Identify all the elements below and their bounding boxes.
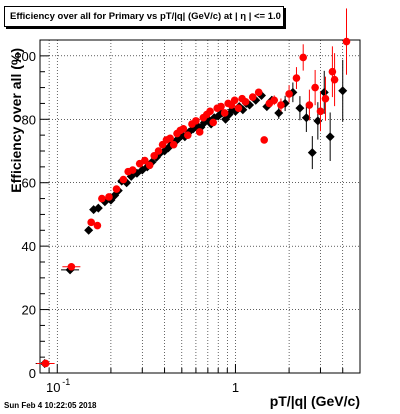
data-point-red-1 (217, 102, 225, 111)
data-point-red-1 (128, 166, 137, 174)
data-point-red-1 (154, 147, 163, 155)
y-tick-label: 60 (22, 176, 36, 191)
data-point-black-0 (319, 87, 329, 97)
data-point-red-1 (248, 93, 257, 101)
data-point-red-1 (93, 221, 102, 230)
data-point-red-1 (98, 194, 106, 203)
data-point-red-1 (330, 75, 339, 84)
data-point-black-0 (338, 86, 348, 96)
y-tick-label: 0 (29, 366, 36, 381)
data-point-red-1 (141, 156, 149, 165)
data-point-red-1 (183, 131, 192, 139)
data-point-red-1 (192, 117, 200, 125)
data-point-black-0 (84, 225, 94, 235)
data-point-red-1 (311, 83, 319, 92)
data-point-red-1 (119, 175, 128, 184)
data-point-red-1 (292, 74, 301, 82)
data-point-red-1 (270, 96, 279, 105)
data-point-black-0 (307, 148, 317, 158)
x-tick-label-exponent: -1 (62, 377, 70, 387)
data-point-red-1 (234, 104, 243, 112)
data-point-black-0 (295, 103, 305, 113)
y-axis-label: Efficiency over all (%) (8, 48, 24, 193)
y-tick-label: 20 (22, 303, 36, 318)
data-point-red-1 (241, 98, 250, 106)
data-point-red-1 (260, 136, 269, 144)
data-point-red-1 (299, 53, 308, 62)
data-point-red-1 (195, 128, 204, 136)
x-axis-label: pT/|q| (GeV/c) (270, 393, 360, 409)
data-point-black-0 (301, 113, 311, 123)
data-point-red-1 (169, 140, 178, 149)
data-point-red-1 (305, 101, 314, 109)
data-point-red-1 (321, 94, 330, 103)
data-point-red-1 (285, 90, 293, 98)
data-point-red-1 (145, 161, 154, 170)
data-point-black-0 (325, 132, 335, 142)
data-point-red-1 (179, 125, 188, 133)
data-point-red-1 (166, 134, 174, 143)
data-point-red-1 (87, 218, 95, 227)
data-point-red-1 (254, 88, 263, 97)
data-point-red-1 (277, 101, 285, 109)
data-point-black-0 (313, 116, 323, 126)
data-point-red-1 (67, 262, 76, 271)
y-tick-label: 100 (14, 49, 36, 64)
data-point-red-1 (41, 359, 50, 368)
data-point-red-1 (105, 193, 113, 201)
data-point-red-1 (342, 37, 351, 46)
y-tick-label: 80 (22, 112, 36, 127)
date-stamp: Sun Feb 4 10:22:05 2018 (4, 401, 97, 410)
data-point-red-1 (220, 109, 229, 117)
y-tick-label: 40 (22, 239, 36, 254)
chart-title: Efficiency over all for Primary vs pT/|q… (4, 6, 284, 27)
data-point-red-1 (230, 96, 239, 105)
data-point-red-1 (209, 118, 217, 127)
data-point-black-0 (274, 108, 284, 118)
data-point-red-1 (206, 107, 214, 116)
plot-frame (39, 39, 361, 374)
data-point-red-1 (112, 185, 121, 193)
data-point-red-1 (316, 107, 325, 116)
x-tick-label: 1 (232, 380, 239, 395)
data-point-black-0 (93, 203, 103, 213)
x-tick-label: 10 (46, 380, 60, 395)
